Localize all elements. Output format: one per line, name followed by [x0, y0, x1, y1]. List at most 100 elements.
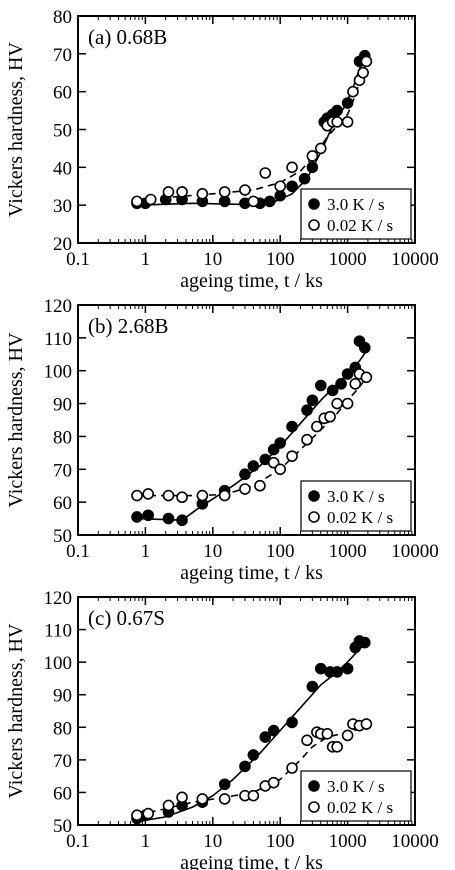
- x-axis-title: ageing time, t / ks: [180, 852, 323, 870]
- legend: 3.0 K / s 0.02 K / s: [300, 188, 412, 240]
- y-tick-label: 100: [44, 653, 73, 674]
- data-point-filled: [239, 760, 251, 773]
- data-point-open: [341, 397, 354, 410]
- data-point-open: [267, 776, 280, 789]
- legend: 3.0 K / s 0.02 K / s: [300, 770, 412, 822]
- data-point-open: [306, 150, 319, 162]
- data-point-filled: [331, 666, 343, 678]
- data-point-open: [301, 433, 313, 446]
- data-point-filled: [247, 749, 260, 761]
- x-axis-title: ageing time, t / ks: [180, 270, 323, 292]
- data-point-open: [131, 489, 143, 502]
- series-trend-line: [136, 61, 368, 203]
- x-tick-label: 100: [266, 831, 295, 852]
- data-point-filled: [341, 97, 354, 109]
- data-point-open: [331, 397, 343, 410]
- x-tick-label: 0.1: [66, 249, 90, 270]
- data-point-open: [162, 186, 175, 198]
- data-point-open: [196, 188, 209, 200]
- panel-label: (c) 0.67S: [88, 606, 165, 630]
- x-tick-label: 0.1: [66, 831, 90, 852]
- x-tick-label: 1: [141, 541, 151, 562]
- data-point-open: [247, 789, 260, 802]
- y-tick-label: 20: [53, 234, 72, 255]
- x-tick-label: 10000: [391, 541, 439, 562]
- legend-marker-open: [308, 219, 320, 231]
- legend-box: [300, 188, 412, 240]
- data-point-open: [176, 186, 188, 198]
- x-tick-label: 1000: [329, 831, 367, 852]
- data-point-filled: [331, 104, 343, 117]
- data-point-filled: [286, 420, 298, 433]
- x-tick-label: 1000: [329, 249, 367, 270]
- data-point-open: [176, 491, 188, 504]
- x-tick-label: 1000: [329, 541, 367, 562]
- y-axis-title: Vickers hardness, HV: [5, 332, 27, 507]
- y-tick-label: 80: [53, 7, 72, 28]
- data-point-open: [347, 85, 359, 98]
- y-tick-label: 80: [53, 718, 72, 739]
- x-tick-label: 10: [203, 541, 222, 562]
- series-slow-cooling: [131, 718, 373, 822]
- data-point-filled: [176, 514, 188, 527]
- data-point-filled: [286, 716, 298, 729]
- series-trend-line: [136, 53, 368, 206]
- y-tick-label: 120: [44, 296, 73, 317]
- series-slow-cooling: [131, 368, 373, 504]
- data-point-open: [341, 729, 354, 742]
- chart-panel-1: 0.1 1 10 100 1000 10000 20 30 40 50 60 70 80 ageing t…: [5, 7, 439, 292]
- series-slow-cooling: [131, 55, 373, 208]
- data-point-filled: [274, 437, 287, 449]
- y-tick-label: 120: [44, 588, 73, 609]
- legend-box: [300, 770, 412, 822]
- data-point-filled: [335, 378, 347, 390]
- y-tick-label: 50: [53, 526, 72, 547]
- data-point-filled: [359, 341, 371, 354]
- data-point-open: [324, 410, 336, 423]
- data-point-filled: [142, 509, 154, 522]
- x-tick-label: 0.1: [66, 541, 90, 562]
- data-point-filled: [306, 161, 319, 174]
- legend-marker-filled: [308, 780, 320, 792]
- data-point-open: [331, 116, 343, 128]
- data-point-open: [162, 489, 175, 502]
- x-axis-title: ageing time, t / ks: [180, 562, 323, 584]
- data-point-filled: [247, 460, 260, 472]
- y-tick-label: 100: [44, 362, 73, 383]
- y-tick-label: 60: [53, 783, 72, 804]
- y-tick-label: 110: [44, 621, 72, 642]
- data-point-filled: [341, 662, 354, 675]
- data-point-open: [341, 116, 354, 128]
- y-tick-label: 90: [53, 686, 72, 707]
- data-point-filled: [306, 680, 319, 693]
- panel-label: (b) 2.68B: [88, 314, 169, 338]
- data-point-open: [360, 718, 373, 730]
- data-point-filled: [298, 172, 311, 185]
- data-point-open: [274, 463, 287, 476]
- chart-panel-2: 0.1 1 10 100 1000 100005060708090100110120age…: [5, 296, 439, 584]
- y-tick-label: 30: [53, 196, 72, 217]
- y-tick-label: 70: [53, 460, 72, 481]
- y-tick-label: 60: [53, 83, 72, 104]
- y-tick-label: 50: [53, 816, 72, 837]
- data-point-open: [360, 55, 373, 68]
- data-point-filled: [341, 368, 354, 380]
- data-point-open: [176, 791, 188, 804]
- data-point-open: [286, 161, 298, 174]
- data-point-filled: [314, 379, 327, 392]
- series-fast-cooling: [131, 635, 371, 825]
- data-point-open: [131, 809, 143, 822]
- legend-label: 0.02 K / s: [327, 508, 393, 527]
- data-point-filled: [326, 384, 339, 397]
- data-point-filled: [314, 662, 327, 675]
- x-tick-label: 100: [266, 249, 295, 270]
- panel-label: (a) 0.68B: [88, 25, 167, 49]
- legend-marker-open: [308, 801, 320, 813]
- data-point-filled: [267, 724, 280, 737]
- legend-label: 3.0 K / s: [327, 777, 385, 796]
- data-point-open: [144, 193, 157, 206]
- plot-frame: [77, 596, 416, 826]
- data-point-filled: [162, 512, 175, 525]
- y-axis-title: Vickers hardness, HV: [5, 623, 27, 798]
